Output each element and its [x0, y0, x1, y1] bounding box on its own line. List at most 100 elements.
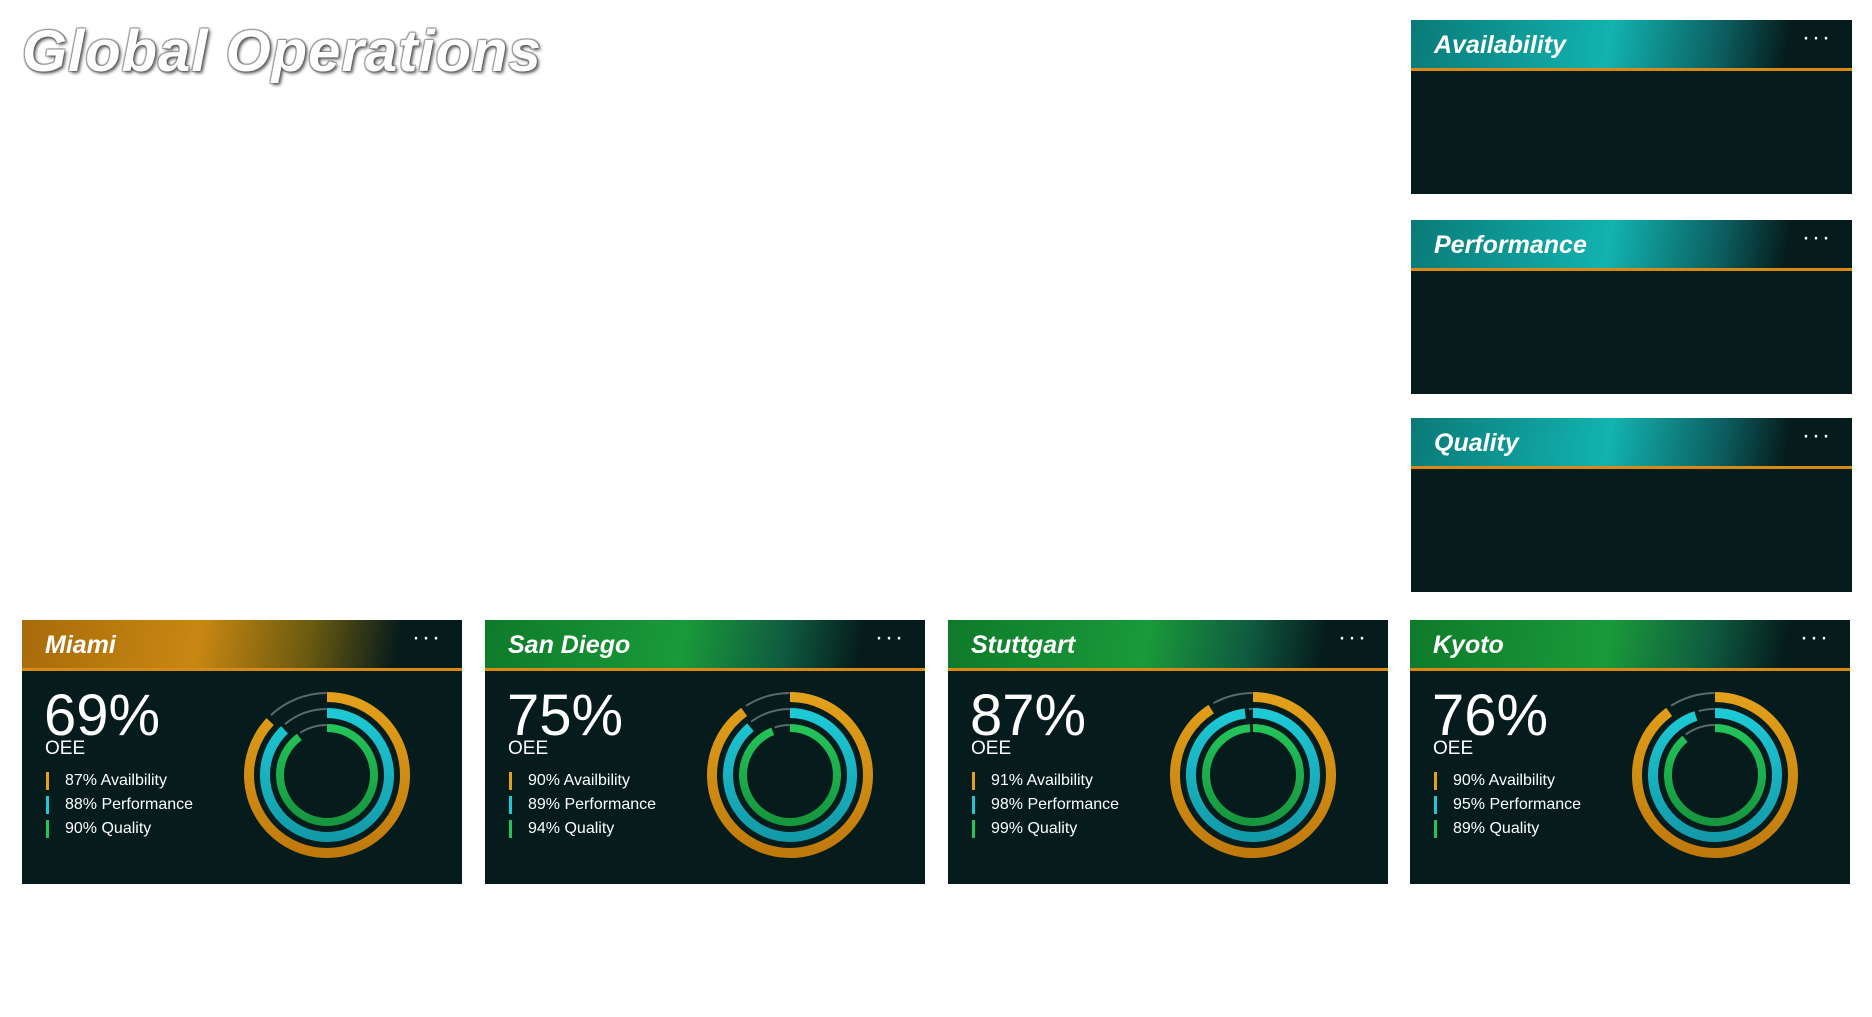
metric-name: Availbility — [563, 772, 630, 789]
metric-value: 88% — [65, 796, 98, 813]
ring-arc — [739, 724, 841, 826]
ring-arc — [707, 692, 873, 858]
oee-label: OEE — [971, 738, 1012, 759]
ring-track — [1670, 692, 1715, 707]
oee-value: 76% — [1432, 683, 1549, 748]
site-card: San Diego ··· 75% OEE 90% Availbility 89% Per… — [485, 620, 925, 884]
ring-chart — [1170, 692, 1336, 858]
metric-row: 95% Performance — [1434, 796, 1581, 814]
card-title: San Diego — [508, 631, 631, 659]
metric-name: Quality — [564, 820, 615, 837]
ring-track — [270, 692, 327, 716]
card-title: Stuttgart — [971, 631, 1076, 659]
metric-value: 89% — [1453, 820, 1486, 837]
site-card: Miami ··· 69% OEE 87% Availbility 88% Perform… — [22, 620, 462, 884]
card-header: San Diego ··· — [485, 620, 925, 671]
metric-name: Quality — [1027, 820, 1078, 837]
metric-row: 89% Performance — [509, 796, 656, 814]
more-menu[interactable]: ··· — [1802, 24, 1832, 51]
card-title: Quality — [1434, 429, 1519, 457]
ring-track — [750, 708, 790, 723]
oee-value: 75% — [507, 683, 624, 748]
oee-value: 87% — [970, 683, 1087, 748]
ring-arc — [1202, 724, 1304, 826]
card-header: Quality ··· — [1411, 418, 1852, 469]
metric-value: 90% — [528, 772, 561, 789]
metric-row: 90% Availbility — [1434, 772, 1555, 790]
more-menu[interactable]: ··· — [1800, 624, 1830, 651]
ring-chart — [707, 692, 873, 858]
metric-name: Quality — [101, 820, 152, 837]
metric-value: 87% — [65, 772, 98, 789]
card-header: Miami ··· — [22, 620, 462, 671]
metric-name: Quality — [1489, 820, 1540, 837]
more-menu[interactable]: ··· — [1802, 224, 1832, 251]
card-header: Performance ··· — [1411, 220, 1852, 271]
ring-arc — [1664, 724, 1766, 826]
ring-arc — [1170, 692, 1336, 858]
metric-name: Availbility — [100, 772, 167, 789]
metric-name: Performance — [1489, 796, 1582, 813]
metric-name: Availbility — [1026, 772, 1093, 789]
card-title: Kyoto — [1433, 631, 1504, 659]
card-title: Performance — [1434, 231, 1587, 259]
more-menu[interactable]: ··· — [1802, 422, 1832, 449]
ring-arc — [1632, 692, 1798, 858]
ring-arc — [723, 708, 857, 842]
oee-label: OEE — [45, 738, 86, 759]
ring-arc — [244, 692, 410, 858]
metric-row: 89% Quality — [1434, 820, 1539, 838]
metric-value: 94% — [528, 820, 561, 837]
panel: Performance ··· — [1411, 220, 1852, 394]
ring-arc — [260, 708, 394, 842]
site-card: Kyoto ··· 76% OEE 90% Availbility 95% Perform… — [1410, 620, 1850, 884]
metric-name: Performance — [1027, 796, 1120, 813]
metric-row: 98% Performance — [972, 796, 1119, 814]
metric-value: 91% — [991, 772, 1024, 789]
ring-chart — [244, 692, 410, 858]
metric-value: 95% — [1453, 796, 1486, 813]
metric-name: Performance — [101, 796, 194, 813]
metric-value: 89% — [528, 796, 561, 813]
metric-row: 87% Availbility — [46, 772, 167, 790]
metric-row: 90% Quality — [46, 820, 151, 838]
ring-arc — [1648, 708, 1782, 842]
metric-value: 99% — [991, 820, 1024, 837]
card-header: Stuttgart ··· — [948, 620, 1388, 671]
metric-name: Performance — [564, 796, 657, 813]
ring-chart — [1632, 692, 1798, 858]
oee-value: 69% — [44, 683, 161, 748]
metric-row: 90% Availbility — [509, 772, 630, 790]
ring-track — [1685, 724, 1715, 736]
card-header: Kyoto ··· — [1410, 620, 1850, 671]
metric-value: 90% — [65, 820, 98, 837]
more-menu[interactable]: ··· — [875, 624, 905, 651]
more-menu[interactable]: ··· — [412, 624, 442, 651]
more-menu[interactable]: ··· — [1338, 624, 1368, 651]
ring-track — [774, 724, 790, 729]
metric-row: 91% Availbility — [972, 772, 1093, 790]
metric-value: 90% — [1453, 772, 1486, 789]
site-card: Stuttgart ··· 87% OEE 91% Availbility 98% Per… — [948, 620, 1388, 884]
card-header: Availability ··· — [1411, 20, 1852, 71]
panel: Quality ··· — [1411, 418, 1852, 592]
ring-track — [745, 692, 790, 707]
metric-row: 88% Performance — [46, 796, 193, 814]
metric-row: 94% Quality — [509, 820, 614, 838]
oee-label: OEE — [1433, 738, 1474, 759]
metric-name: Availbility — [1488, 772, 1555, 789]
card-title: Availability — [1434, 31, 1566, 59]
ring-track — [299, 724, 327, 734]
ring-track — [1213, 692, 1253, 705]
metric-value: 98% — [991, 796, 1024, 813]
ring-track — [284, 708, 327, 725]
panel: Availability ··· — [1411, 20, 1852, 194]
ring-arc — [1186, 708, 1320, 842]
metric-row: 99% Quality — [972, 820, 1077, 838]
card-title: Miami — [45, 631, 116, 659]
page-title: Global Operations — [22, 19, 542, 84]
ring-arc — [276, 724, 378, 826]
ring-track — [1698, 708, 1715, 713]
oee-label: OEE — [508, 738, 549, 759]
